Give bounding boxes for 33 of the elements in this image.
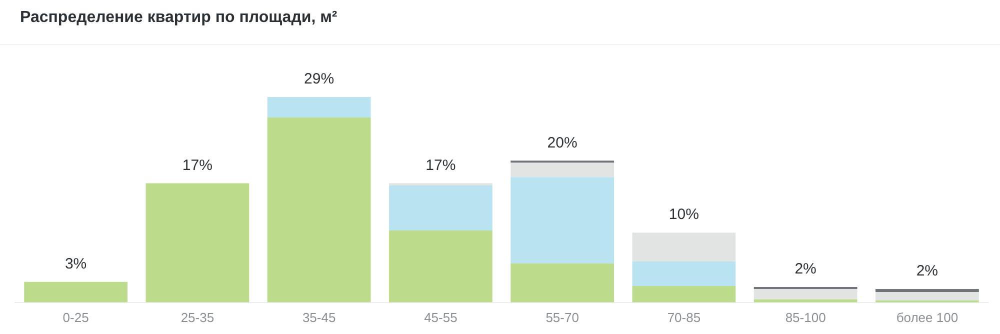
bar [875,292,979,300]
bar [510,263,614,302]
x-tick-label: 0-25 [62,310,89,325]
bar [754,286,858,290]
annotation: 20% [547,134,578,152]
bar [510,177,614,264]
bar [388,230,492,302]
x-tick-label: более 100 [896,310,958,325]
annotation: 29% [304,70,334,88]
bar [267,118,371,302]
bar [146,183,250,302]
chart-title: Распределение квартир по площади, м² [20,9,338,27]
bar [388,185,492,231]
x-tick-label: 45-55 [424,310,458,325]
annotation: 2% [916,262,938,280]
annotation: 17% [426,156,456,174]
x-tick-label: 55-70 [546,310,579,325]
annotation: 2% [794,260,816,278]
bar [510,162,614,178]
bar [875,289,979,292]
annotation: 17% [182,156,212,174]
x-tick-label: 70-85 [667,310,701,325]
annotation: 3% [64,256,87,272]
bar [632,286,736,302]
bar [754,289,858,300]
x-tick-label: 85-100 [785,310,826,325]
x-tick-label: 25-35 [180,310,214,325]
bar [632,232,736,262]
bar [632,261,736,286]
bar [24,282,128,302]
bar [267,97,371,118]
annotation: 10% [668,206,699,224]
x-tick-label: 35-45 [302,310,336,325]
